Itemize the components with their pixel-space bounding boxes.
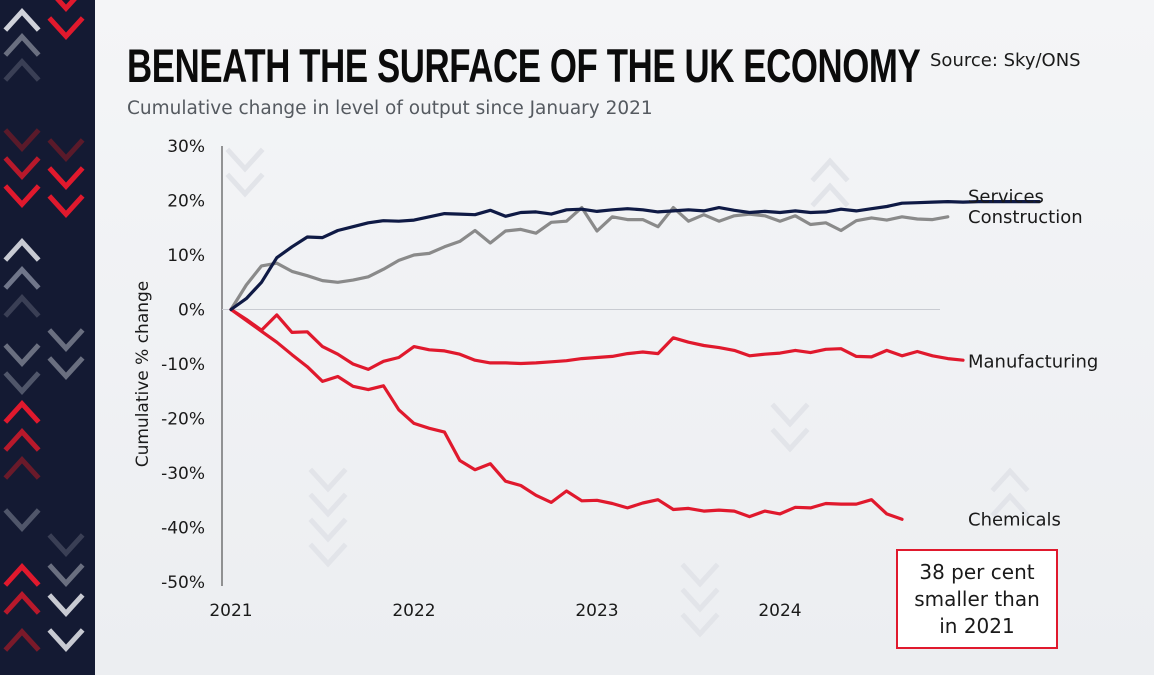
x-tick-label: 2021 xyxy=(209,601,252,621)
chevron-icon xyxy=(3,456,41,480)
chevron-icon xyxy=(47,166,85,190)
chevron-icon xyxy=(680,587,720,613)
chevron-icon xyxy=(308,517,348,543)
series-label-services: Services xyxy=(968,187,1044,208)
series-line-construction xyxy=(229,206,950,312)
chevron-icon xyxy=(3,508,41,532)
y-tick-label: 0% xyxy=(178,301,205,321)
y-tick-label: 10% xyxy=(167,246,205,266)
x-tick-label: 2023 xyxy=(575,601,618,621)
chart-subtitle: Cumulative change in level of output sin… xyxy=(127,98,653,119)
chevron-icon xyxy=(47,16,85,40)
chevron-icon xyxy=(3,184,41,208)
chevron-icon xyxy=(3,591,41,615)
annotation-text: 38 per cent smaller than in 2021 xyxy=(914,559,1040,638)
source-note: Source: Sky/ONS xyxy=(930,50,1081,71)
y-axis-label: Cumulative % change xyxy=(133,281,153,468)
chevron-icon xyxy=(3,266,41,290)
chevron-icon xyxy=(3,58,41,82)
chevron-icon xyxy=(810,182,850,208)
series-line-services xyxy=(229,200,1041,312)
y-tick-label: -20% xyxy=(161,410,205,430)
chevron-icon xyxy=(3,371,41,395)
chevron-icon xyxy=(47,356,85,380)
series-label-construction: Construction xyxy=(968,207,1083,228)
chevron-icon xyxy=(308,542,348,568)
chevron-icon xyxy=(47,593,85,617)
series-line-chemicals xyxy=(229,307,904,521)
chevron-icon xyxy=(3,156,41,180)
chevron-icon xyxy=(770,402,810,428)
chevron-icon xyxy=(308,492,348,518)
chevron-icon xyxy=(47,628,85,652)
chevron-icon xyxy=(810,157,850,183)
chevron-icon xyxy=(47,563,85,587)
chevron-icon xyxy=(990,492,1030,518)
chevron-icon xyxy=(47,138,85,162)
annotation-callout: 38 per cent smaller than in 2021 xyxy=(896,549,1058,649)
chevron-icon xyxy=(3,428,41,452)
chevron-icon xyxy=(3,294,41,318)
y-tick-label: -30% xyxy=(161,464,205,484)
chevron-icon xyxy=(47,194,85,218)
decorative-side-band xyxy=(0,0,95,675)
chevron-icon xyxy=(308,467,348,493)
series-line-manufacturing xyxy=(229,307,965,371)
chevron-icon xyxy=(3,628,41,652)
y-tick-label: -50% xyxy=(161,573,205,593)
series-label-manufacturing: Manufacturing xyxy=(968,351,1098,372)
y-tick-label: -10% xyxy=(161,355,205,375)
chevron-icon xyxy=(225,147,265,173)
chevron-icon xyxy=(47,533,85,557)
chevron-icon xyxy=(3,8,41,32)
y-tick-label: 20% xyxy=(167,192,205,212)
chevron-icon xyxy=(680,612,720,638)
chevron-icon xyxy=(770,427,810,453)
chevron-icon xyxy=(3,563,41,587)
chevron-icon xyxy=(3,128,41,152)
chevron-decoration xyxy=(3,0,85,652)
x-tick-label: 2024 xyxy=(758,601,801,621)
chevron-icon xyxy=(3,33,41,57)
chevron-icon xyxy=(3,343,41,367)
y-tick-label: 30% xyxy=(167,137,205,157)
series-label-chemicals: Chemicals xyxy=(968,509,1061,530)
chevron-icon xyxy=(225,172,265,198)
chevron-icon xyxy=(680,562,720,588)
chevron-icon xyxy=(55,0,77,12)
x-tick-label: 2022 xyxy=(392,601,435,621)
chart-title: BENEATH THE SURFACE OF THE UK ECONOMY xyxy=(127,39,921,92)
chevron-icon xyxy=(3,238,41,262)
chevron-icon xyxy=(47,328,85,352)
y-tick-label: -40% xyxy=(161,519,205,539)
chevron-icon xyxy=(3,400,41,424)
chevron-icon xyxy=(990,467,1030,493)
